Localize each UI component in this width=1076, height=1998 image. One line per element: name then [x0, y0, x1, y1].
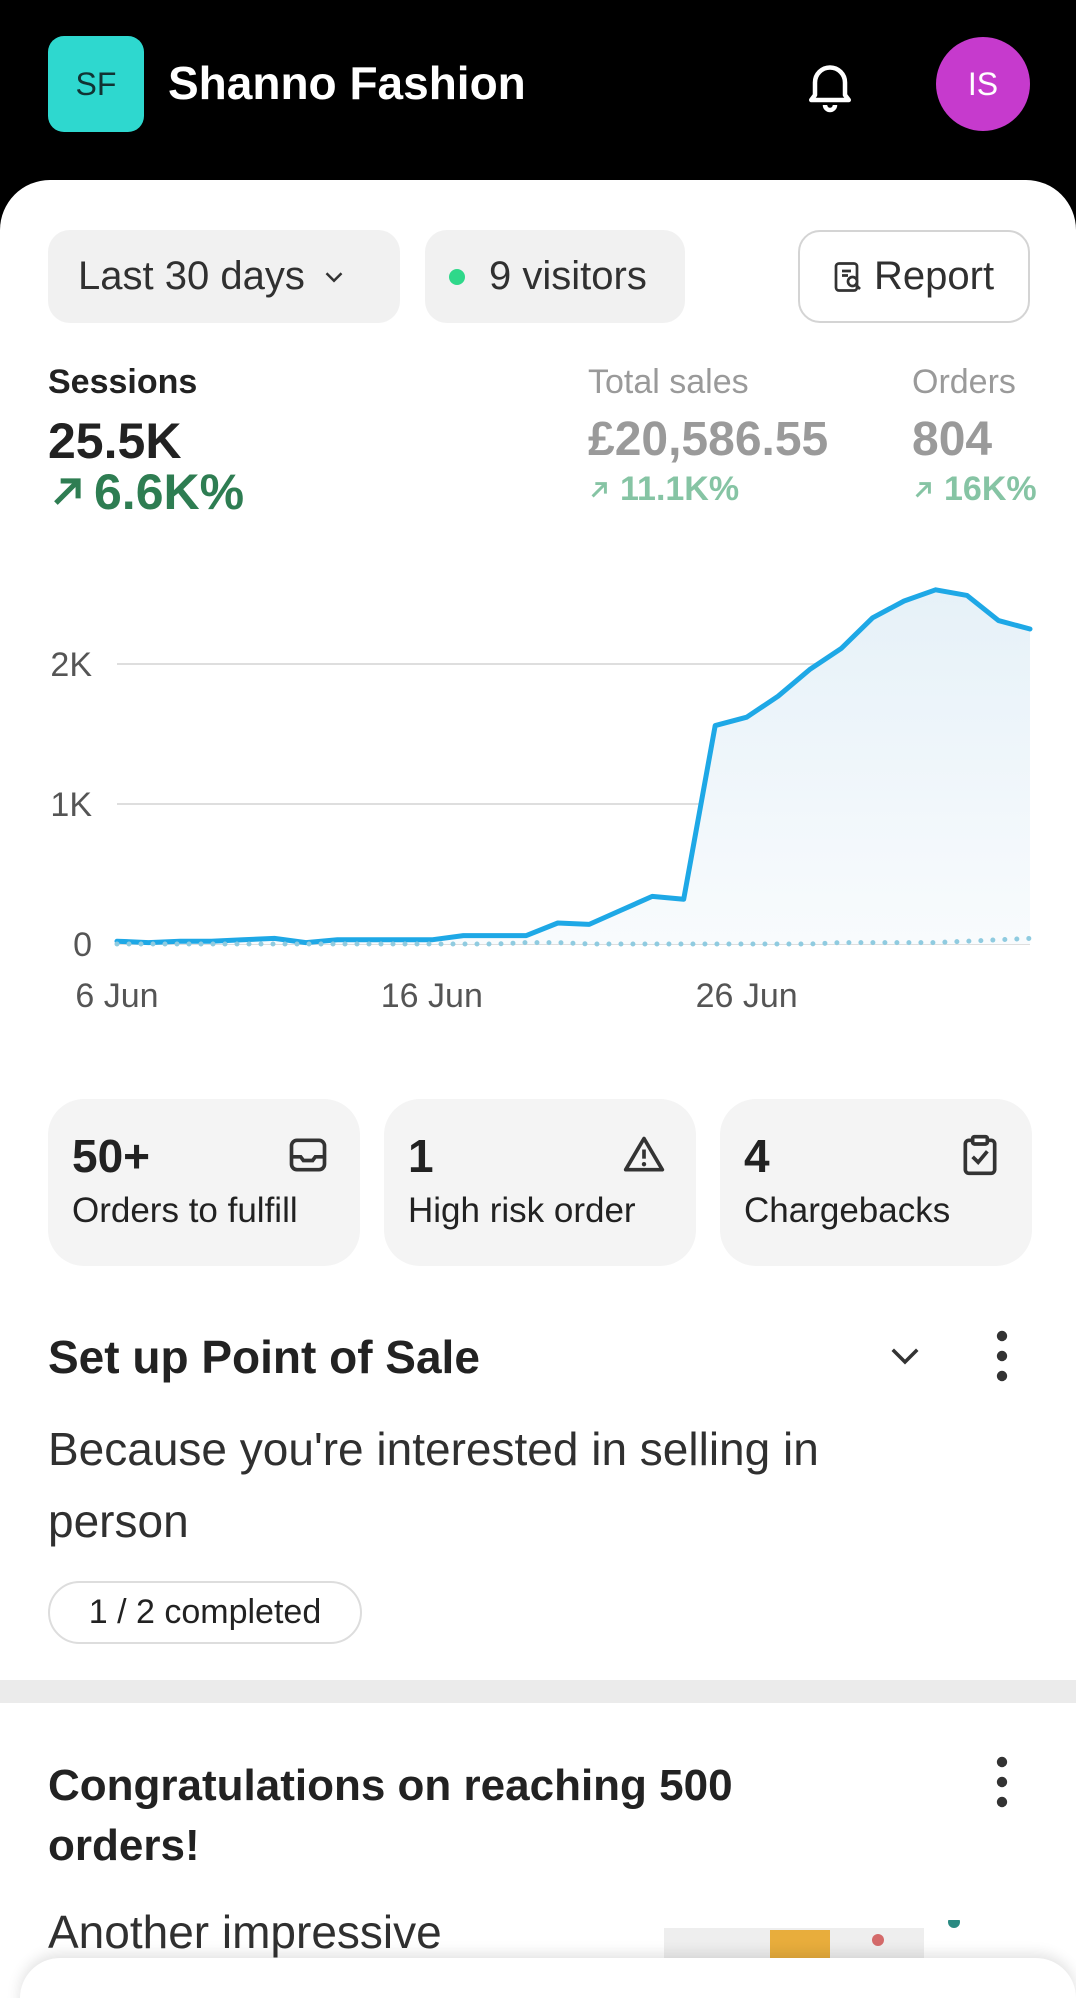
- store-name[interactable]: Shanno Fashion: [168, 57, 526, 109]
- trend-up-icon: [915, 481, 931, 497]
- task-card[interactable]: 50+ Orders to fulfill: [48, 1099, 360, 1266]
- notification-bell[interactable]: [800, 55, 860, 115]
- sessions-chart: 0 1K 2K 6 Jun 16 Jun 26 Jun: [50, 587, 1033, 1015]
- section-divider: [0, 1680, 1076, 1703]
- visitors-pill[interactable]: 9 visitors: [425, 230, 685, 323]
- task-label: High risk order: [408, 1191, 636, 1230]
- arrow: [54, 478, 81, 505]
- trend-up-icon: [54, 478, 81, 505]
- arrow: [591, 481, 607, 497]
- logo[interactable]: SF: [48, 36, 144, 132]
- x-tick-label: 16 Jun: [381, 977, 483, 1015]
- change-label: 16K%: [944, 470, 1037, 508]
- metric-value: 804: [912, 413, 993, 466]
- task-icon: [289, 1138, 327, 1172]
- comparison-line: [114, 935, 1033, 947]
- chevron-icon: [325, 271, 343, 283]
- metric-value: 25.5K: [48, 413, 182, 469]
- more-menu[interactable]: [982, 1754, 1022, 1810]
- progress-pill: 1 / 2 completed: [48, 1581, 362, 1644]
- x-tick-label: 26 Jun: [696, 977, 798, 1015]
- metric-change: 6.6K%: [48, 463, 244, 521]
- report-label: Report: [874, 254, 995, 298]
- congrats-title: Congratulations on reaching 500 orders!: [48, 1761, 733, 1870]
- arrow: [915, 481, 931, 497]
- y-tick-label: 2K: [50, 646, 92, 684]
- trend-up-icon: [591, 481, 607, 497]
- task-label: Orders to fulfill: [72, 1191, 298, 1230]
- task-count: 1: [408, 1130, 434, 1182]
- more-menu[interactable]: [982, 1328, 1022, 1384]
- y-tick-label: 1K: [50, 786, 92, 824]
- task-card[interactable]: 4 Chargebacks: [720, 1099, 1032, 1266]
- change-label: 11.1K%: [620, 470, 740, 508]
- area-fill: [117, 589, 1030, 944]
- metric-change: 16K%: [912, 470, 1037, 509]
- report-button[interactable]: Report: [798, 230, 1030, 323]
- task-count: 50+: [72, 1130, 151, 1182]
- collapse-button[interactable]: [884, 1334, 926, 1376]
- avatar[interactable]: IS: [936, 37, 1030, 131]
- visitors-label: 9 visitors: [489, 254, 647, 298]
- task-icon: [963, 1134, 997, 1176]
- metric-label: Sessions: [48, 363, 198, 401]
- setup-title: Set up Point of Sale: [48, 1331, 480, 1383]
- congrats-body: Another impressive: [48, 1906, 442, 1958]
- x-tick-label: 6 Jun: [75, 977, 158, 1015]
- metric-label: Total sales: [588, 363, 749, 401]
- change-label: 6.6K%: [94, 464, 245, 520]
- bottom-nav[interactable]: [20, 1958, 1076, 1998]
- date-range-label: Last 30 days: [78, 254, 305, 298]
- report-icon: [834, 261, 861, 292]
- task-label: Chargebacks: [744, 1191, 951, 1230]
- sessions-line: [114, 587, 1033, 946]
- task-icon: [623, 1136, 665, 1172]
- task-card[interactable]: 1 High risk order: [384, 1099, 696, 1266]
- metric-value: £20,586.55: [588, 413, 829, 466]
- metric-label: Orders: [912, 363, 1016, 401]
- y-tick-label: 0: [73, 926, 92, 964]
- date-range-button[interactable]: Last 30 days: [48, 230, 400, 323]
- content-panel: Last 30 days 9 visitors Report Sessions 2…: [0, 180, 1076, 1998]
- setup-body: Because you're interested in selling in …: [48, 1423, 819, 1547]
- live-dot: [449, 268, 465, 285]
- metric-change: 11.1K%: [588, 470, 739, 509]
- task-count: 4: [744, 1130, 770, 1182]
